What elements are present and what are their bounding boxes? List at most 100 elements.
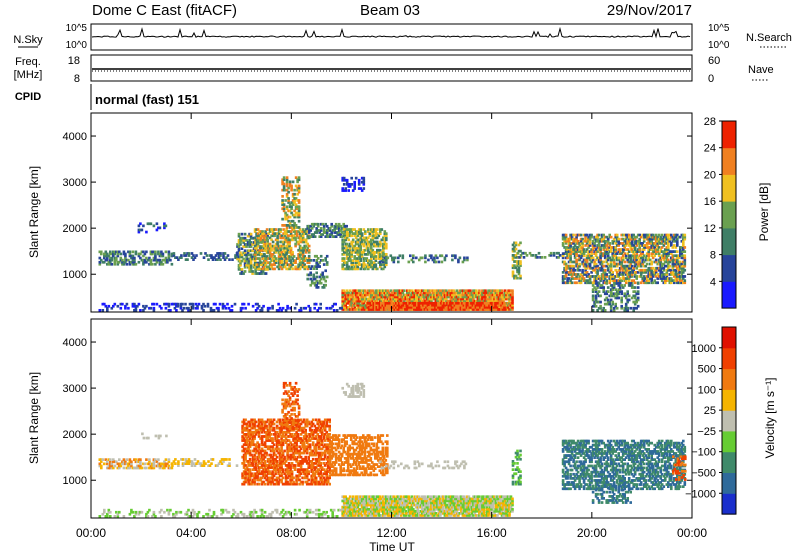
power-cell xyxy=(582,273,586,276)
power-cell xyxy=(633,290,637,293)
power-cell xyxy=(464,301,467,305)
power-cell xyxy=(564,262,568,266)
power-cell xyxy=(329,306,333,310)
power-cell xyxy=(632,233,635,237)
power-cell xyxy=(259,253,263,256)
power-cell xyxy=(632,286,635,289)
power-cell xyxy=(570,264,574,268)
power-cell xyxy=(599,262,602,266)
power-cell xyxy=(309,271,312,275)
power-cell xyxy=(245,263,248,267)
power-cell xyxy=(612,262,616,266)
velocity-cell xyxy=(127,466,130,470)
power-cell xyxy=(342,224,345,228)
power-cell xyxy=(109,260,112,264)
power-cell xyxy=(499,295,502,299)
power-cell xyxy=(664,239,667,243)
power-cell xyxy=(494,303,497,307)
power-cell xyxy=(318,275,321,279)
power-cell xyxy=(288,226,292,229)
power-cell xyxy=(660,273,664,276)
power-cell xyxy=(367,289,370,293)
power-cell xyxy=(614,264,617,268)
power-cell xyxy=(434,308,437,311)
power-cell xyxy=(360,251,364,254)
power-cell xyxy=(384,306,388,309)
power-cell xyxy=(303,232,306,235)
power-cell xyxy=(339,233,342,236)
power-cell xyxy=(277,228,281,231)
power-cell xyxy=(561,277,565,280)
power-cell xyxy=(564,252,568,255)
power-cell xyxy=(262,244,266,248)
power-cell xyxy=(434,297,438,301)
power-cell xyxy=(501,301,505,305)
power-cell xyxy=(664,273,667,276)
power-cell xyxy=(433,297,436,301)
power-cell xyxy=(398,291,402,295)
power-cell xyxy=(635,275,638,278)
power-cell xyxy=(270,248,273,252)
power-cell xyxy=(461,295,465,299)
power-cell xyxy=(482,299,486,303)
power-cell xyxy=(383,256,387,260)
power-cell xyxy=(236,245,239,248)
power-cell xyxy=(566,239,569,243)
power-cell xyxy=(353,183,356,186)
power-cell xyxy=(621,254,625,258)
power-cell xyxy=(362,306,366,309)
power-cell xyxy=(482,291,486,295)
power-cell xyxy=(660,271,664,274)
power-cell xyxy=(642,248,646,251)
power-cell xyxy=(495,308,499,311)
power-cell xyxy=(683,264,687,268)
power-cell xyxy=(448,293,451,297)
power-cell xyxy=(333,235,336,238)
power-cell xyxy=(341,291,344,295)
power-cell xyxy=(387,306,391,309)
power-cell xyxy=(113,302,117,306)
power-cell xyxy=(163,258,166,262)
power-cell xyxy=(240,232,244,236)
power-cell xyxy=(436,297,439,301)
power-cell xyxy=(357,228,361,231)
power-cell xyxy=(169,258,172,262)
power-cell xyxy=(594,282,598,285)
power-cell xyxy=(648,271,652,274)
power-cell xyxy=(464,293,468,297)
power-cell xyxy=(639,244,643,247)
power-cell xyxy=(368,263,372,267)
power-cell xyxy=(307,251,311,254)
power-cell xyxy=(673,244,676,247)
power-cell xyxy=(425,301,428,305)
power-cell xyxy=(566,264,569,268)
power-cell xyxy=(563,277,566,280)
velocity-cell xyxy=(107,458,111,461)
power-cell xyxy=(630,250,634,253)
power-cell xyxy=(657,275,661,278)
velocity-cell xyxy=(148,458,151,461)
power-cell xyxy=(561,260,565,264)
power-cell xyxy=(650,235,653,239)
velocity-cell xyxy=(113,464,117,468)
power-cell xyxy=(624,244,628,247)
power-cell xyxy=(360,265,364,269)
power-cell xyxy=(282,207,286,211)
power-cell xyxy=(470,299,474,303)
power-cell xyxy=(217,256,221,259)
power-cell xyxy=(367,267,370,271)
power-cell xyxy=(614,252,617,255)
power-cell xyxy=(291,263,294,267)
power-cell xyxy=(441,301,445,305)
power-cell xyxy=(368,251,372,254)
power-cell xyxy=(245,253,248,257)
power-cell xyxy=(579,252,583,255)
power-cell xyxy=(668,250,672,253)
power-cell xyxy=(581,242,584,245)
power-cell xyxy=(142,254,145,258)
power-cell xyxy=(390,301,394,305)
power-cell xyxy=(441,308,445,311)
power-cell xyxy=(633,296,637,300)
power-cell xyxy=(386,301,389,305)
power-cell xyxy=(599,294,602,298)
